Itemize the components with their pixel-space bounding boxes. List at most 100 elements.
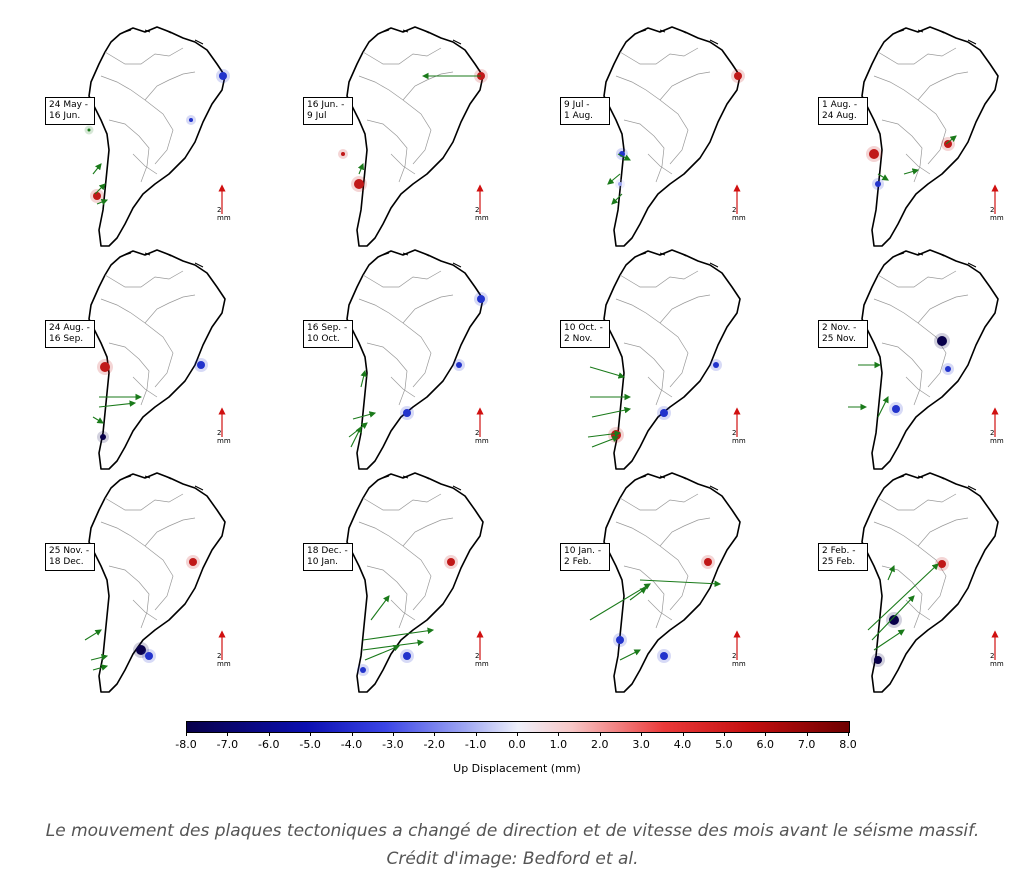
displacement-arrow <box>98 400 137 408</box>
station-marker <box>713 362 719 368</box>
station-marker <box>403 409 411 417</box>
colorbar-tick-label: 4.0 <box>673 738 692 751</box>
date-range-label: 25 Nov. -18 Dec. <box>45 543 95 571</box>
station-marker <box>945 366 951 372</box>
date-range-end: 24 Aug. <box>822 111 857 121</box>
station-marker <box>869 149 879 159</box>
date-range-end: 1 Aug. <box>564 111 594 121</box>
date-range-end: 10 Jan. <box>307 557 339 567</box>
country-border <box>366 565 408 629</box>
country-border <box>917 294 969 324</box>
displacement-arrow <box>877 396 889 418</box>
colorbar-tickmark <box>268 732 270 736</box>
station-marker <box>892 405 900 413</box>
country-border <box>390 376 416 398</box>
country-border <box>390 599 416 621</box>
date-range-start: 10 Oct. - <box>564 323 603 333</box>
country-border <box>358 75 432 165</box>
country-border <box>615 298 689 388</box>
colorbar-tickmark <box>723 732 725 736</box>
south-america-map <box>848 249 999 470</box>
country-border <box>402 71 454 101</box>
date-range-label: 24 Aug. -16 Sep. <box>45 320 95 348</box>
country-border <box>144 517 196 547</box>
scale-label: 2 mm <box>475 429 489 445</box>
colorbar-tickmark <box>434 732 436 736</box>
scale-label: 2 mm <box>475 206 489 222</box>
date-range-label: 10 Jan. -2 Feb. <box>560 543 610 571</box>
country-border <box>881 342 923 406</box>
country-border <box>615 521 689 611</box>
date-range-start: 25 Nov. - <box>49 546 90 556</box>
country-border <box>104 270 184 288</box>
displacement-arrow <box>945 135 957 145</box>
date-range-label: 10 Oct. -2 Nov. <box>560 320 610 348</box>
country-border <box>877 493 957 511</box>
south-america-map <box>84 26 230 247</box>
country-border <box>905 376 931 398</box>
colorbar: -8.0 -7.0 -6.0 -5.0 -4.0 -3.0 -2.0 -1.0 0.0 1.0 2.… <box>175 721 857 781</box>
continent-outline <box>88 26 226 247</box>
country-border <box>659 71 711 101</box>
colorbar-tick-label: -1.0 <box>464 738 487 751</box>
station-marker <box>341 152 345 156</box>
coastline-detail <box>897 475 977 491</box>
south-america-map <box>346 249 488 470</box>
coastline-detail <box>897 252 977 268</box>
scale-label: 2 mm <box>990 206 1004 222</box>
scale-label: 2 mm <box>990 652 1004 668</box>
displacement-arrow <box>867 563 939 631</box>
country-border <box>623 565 665 629</box>
station-marker <box>447 558 455 566</box>
station-marker <box>889 615 899 625</box>
coastline-detail <box>382 475 462 491</box>
map-panel: 2 Nov. -25 Nov. 2 mm <box>818 247 1004 470</box>
continent-outline <box>861 249 999 470</box>
country-border <box>100 521 174 611</box>
colorbar-tickmark <box>186 732 187 736</box>
country-border <box>647 599 673 621</box>
colorbar-tickmark <box>310 732 312 736</box>
displacement-arrow <box>887 564 895 581</box>
station-marker <box>660 652 668 660</box>
date-range-label: 1 Aug. -24 Aug. <box>818 97 868 125</box>
station-marker <box>354 179 364 189</box>
country-border <box>873 521 947 611</box>
continent-outline <box>603 472 741 693</box>
station-marker <box>734 72 742 80</box>
country-border <box>647 376 673 398</box>
colorbar-tick-label: 7.0 <box>797 738 816 751</box>
colorbar-tickmark <box>599 732 601 736</box>
colorbar-tick-label: -2.0 <box>423 738 445 751</box>
continent-outline <box>603 26 741 247</box>
colorbar-tick-label: -5.0 <box>299 738 321 751</box>
station-marker <box>136 645 146 655</box>
station-marker <box>403 652 411 660</box>
map-panel: 1 Aug. -24 Aug. 2 mm <box>818 24 1004 247</box>
south-america-map <box>346 472 484 693</box>
country-border <box>917 71 969 101</box>
colorbar-tick-label: 0.0 <box>508 738 526 751</box>
country-border <box>366 119 408 183</box>
displacement-arrow <box>611 193 623 205</box>
displacement-arrow <box>94 183 106 195</box>
station-marker <box>937 336 947 346</box>
date-range-label: 2 Nov. -25 Nov. <box>818 320 868 348</box>
country-border <box>358 521 432 611</box>
country-border <box>905 599 931 621</box>
map-grid: 24 May -16 Jun. 2 mm 16 Jun. -9 Jul 2 mm 9 J… <box>45 24 1004 693</box>
map-panel: 2 Feb. -25 Feb. 2 mm <box>818 470 1004 693</box>
coastline-detail <box>639 29 719 45</box>
country-border <box>100 75 174 165</box>
colorbar-tickmark <box>227 732 229 736</box>
country-border <box>623 342 665 406</box>
date-range-end: 25 Feb. <box>822 557 856 567</box>
date-range-start: 2 Nov. - <box>822 323 857 333</box>
coastline-detail <box>124 29 204 45</box>
colorbar-tick-label: 6.0 <box>756 738 775 751</box>
displacement-arrow <box>362 627 435 641</box>
date-range-end: 18 Dec. <box>49 557 84 567</box>
country-border <box>358 298 432 388</box>
continent-outline <box>346 26 484 247</box>
south-america-map <box>861 472 999 693</box>
